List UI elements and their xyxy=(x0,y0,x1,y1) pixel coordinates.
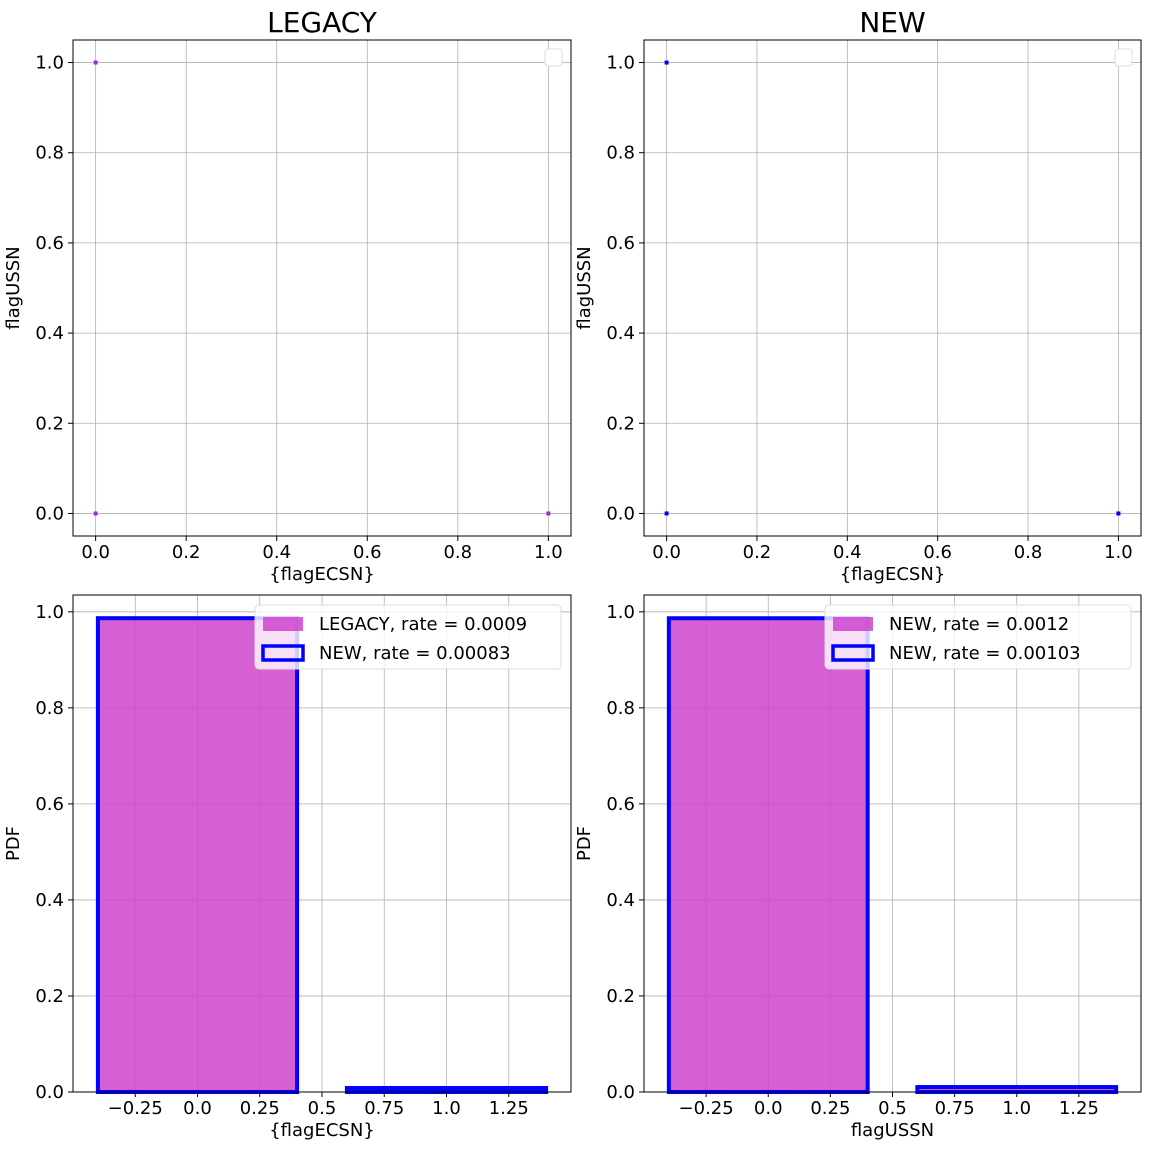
legend-frame xyxy=(824,604,1132,670)
axes-frame xyxy=(72,39,572,537)
x-axis-label: {flagECSN} xyxy=(269,564,375,585)
x-tick-label: 0.2 xyxy=(743,542,772,563)
panel-2: 0.0 0.2 0.4 0.6 0.8 1.0 0.0 0.2 0.4 0.6 0.8 1.0 {fla… xyxy=(574,6,1142,585)
legend-frame xyxy=(254,604,562,670)
y-tick-label: 0.6 xyxy=(606,794,635,815)
x-tick-label: 0.8 xyxy=(1014,542,1043,563)
y-tick-label: 0.2 xyxy=(606,986,635,1007)
hist-bar-filled xyxy=(97,618,298,1092)
y-tick-label: 0.4 xyxy=(35,323,64,344)
y-tick-label: 0.4 xyxy=(606,323,635,344)
y-tick-label: 0.2 xyxy=(606,413,635,434)
legend-entry-label: NEW, rate = 0.00083 xyxy=(319,643,511,664)
legend-swatch-outline xyxy=(831,644,875,662)
x-tick-label: 0.25 xyxy=(240,1098,280,1119)
y-tick-label: 0.4 xyxy=(35,890,64,911)
legend-box-empty xyxy=(544,48,563,67)
x-tick-label: 0.0 xyxy=(652,542,681,563)
x-tick-label: 1.0 xyxy=(1002,1098,1031,1119)
x-axis-label: {flagECSN} xyxy=(840,564,946,585)
y-tick-label: 0.8 xyxy=(35,143,64,164)
x-tick-label: −0.25 xyxy=(108,1098,163,1119)
x-tick-label: 0.75 xyxy=(364,1098,404,1119)
x-tick-label: 0.2 xyxy=(172,542,201,563)
x-tick-label: 1.25 xyxy=(489,1098,529,1119)
y-tick-label: 0.2 xyxy=(35,413,64,434)
legend-entry-label: NEW, rate = 0.0012 xyxy=(889,614,1069,635)
legend-swatch-outline xyxy=(261,644,305,662)
x-tick-label: 0.0 xyxy=(183,1098,212,1119)
legend-swatch-filled xyxy=(263,617,303,631)
y-axis-label: PDF xyxy=(574,826,595,861)
y-tick-label: 1.0 xyxy=(35,53,64,74)
x-tick-label: 0.0 xyxy=(81,542,110,563)
scatter-point xyxy=(93,60,98,65)
x-tick-label: 1.0 xyxy=(1104,542,1133,563)
legend: LEGACY, rate = 0.0009 NEW, rate = 0.00083 xyxy=(254,604,562,670)
y-tick-label: 0.0 xyxy=(35,1082,64,1103)
y-tick-label: 0.8 xyxy=(606,698,635,719)
scatter-point xyxy=(1116,511,1121,516)
x-tick-label: 0.8 xyxy=(443,542,472,563)
x-tick-label: 0.5 xyxy=(878,1098,907,1119)
scatter-point xyxy=(664,511,669,516)
x-tick-label: 0.5 xyxy=(308,1098,337,1119)
x-axis-label: flagUSSN xyxy=(851,1120,934,1141)
legend: NEW, rate = 0.0012 NEW, rate = 0.00103 xyxy=(824,604,1132,670)
legend-entry-label: LEGACY, rate = 0.0009 xyxy=(319,614,527,635)
x-tick-label: 1.0 xyxy=(432,1098,461,1119)
axes-frame xyxy=(643,39,1142,537)
legend-entry-label: NEW, rate = 0.00103 xyxy=(889,643,1081,664)
y-tick-label: 0.8 xyxy=(606,143,635,164)
panel-4: −0.25 0.0 0.25 0.5 0.75 1.0 1.25 0.0 0.2 0.4 0.6 0.… xyxy=(574,594,1142,1141)
y-tick-label: 0.6 xyxy=(606,233,635,254)
x-axis-label: {flagECSN} xyxy=(269,1120,375,1141)
x-tick-label: 0.75 xyxy=(935,1098,975,1119)
y-tick-label: 1.0 xyxy=(35,602,64,623)
x-tick-label: −0.25 xyxy=(679,1098,734,1119)
x-tick-label: 1.0 xyxy=(534,542,563,563)
x-tick-label: 0.4 xyxy=(262,542,291,563)
panel-3: −0.25 0.0 0.25 0.5 0.75 1.0 1.25 0.0 0.2 0.4 0.6 0.… xyxy=(3,594,572,1141)
y-tick-label: 1.0 xyxy=(606,53,635,74)
scatter-point xyxy=(93,511,98,516)
x-tick-label: 0.25 xyxy=(810,1098,850,1119)
y-axis-label: PDF xyxy=(3,826,24,861)
x-tick-label: 0.6 xyxy=(353,542,382,563)
y-tick-label: 0.0 xyxy=(35,503,64,524)
scatter-point xyxy=(546,511,551,516)
hist-bar-outline xyxy=(344,1086,549,1095)
y-tick-label: 0.8 xyxy=(35,698,64,719)
y-axis-label: flagUSSN xyxy=(3,246,24,329)
hist-bar-filled xyxy=(917,1086,1117,1092)
x-tick-label: 0.4 xyxy=(833,542,862,563)
scatter-point xyxy=(664,60,669,65)
legend-swatch-filled xyxy=(833,617,873,631)
panel-1: 0.0 0.2 0.4 0.6 0.8 1.0 0.0 0.2 0.4 0.6 0.8 1.0 {fla… xyxy=(3,6,572,585)
y-tick-label: 0.6 xyxy=(35,233,64,254)
y-tick-label: 0.0 xyxy=(606,1082,635,1103)
y-tick-label: 0.4 xyxy=(606,890,635,911)
x-tick-label: 0.0 xyxy=(754,1098,783,1119)
hist-bar-filled xyxy=(668,618,868,1092)
y-tick-label: 0.2 xyxy=(35,986,64,1007)
y-axis-label: flagUSSN xyxy=(574,246,595,329)
legend-box-empty xyxy=(1114,48,1133,67)
x-tick-label: 0.6 xyxy=(923,542,952,563)
panel-title: NEW xyxy=(859,6,925,39)
x-tick-label: 1.25 xyxy=(1059,1098,1099,1119)
y-tick-label: 1.0 xyxy=(606,602,635,623)
panel-title: LEGACY xyxy=(267,6,378,39)
y-tick-label: 0.0 xyxy=(606,503,635,524)
y-tick-label: 0.6 xyxy=(35,794,64,815)
